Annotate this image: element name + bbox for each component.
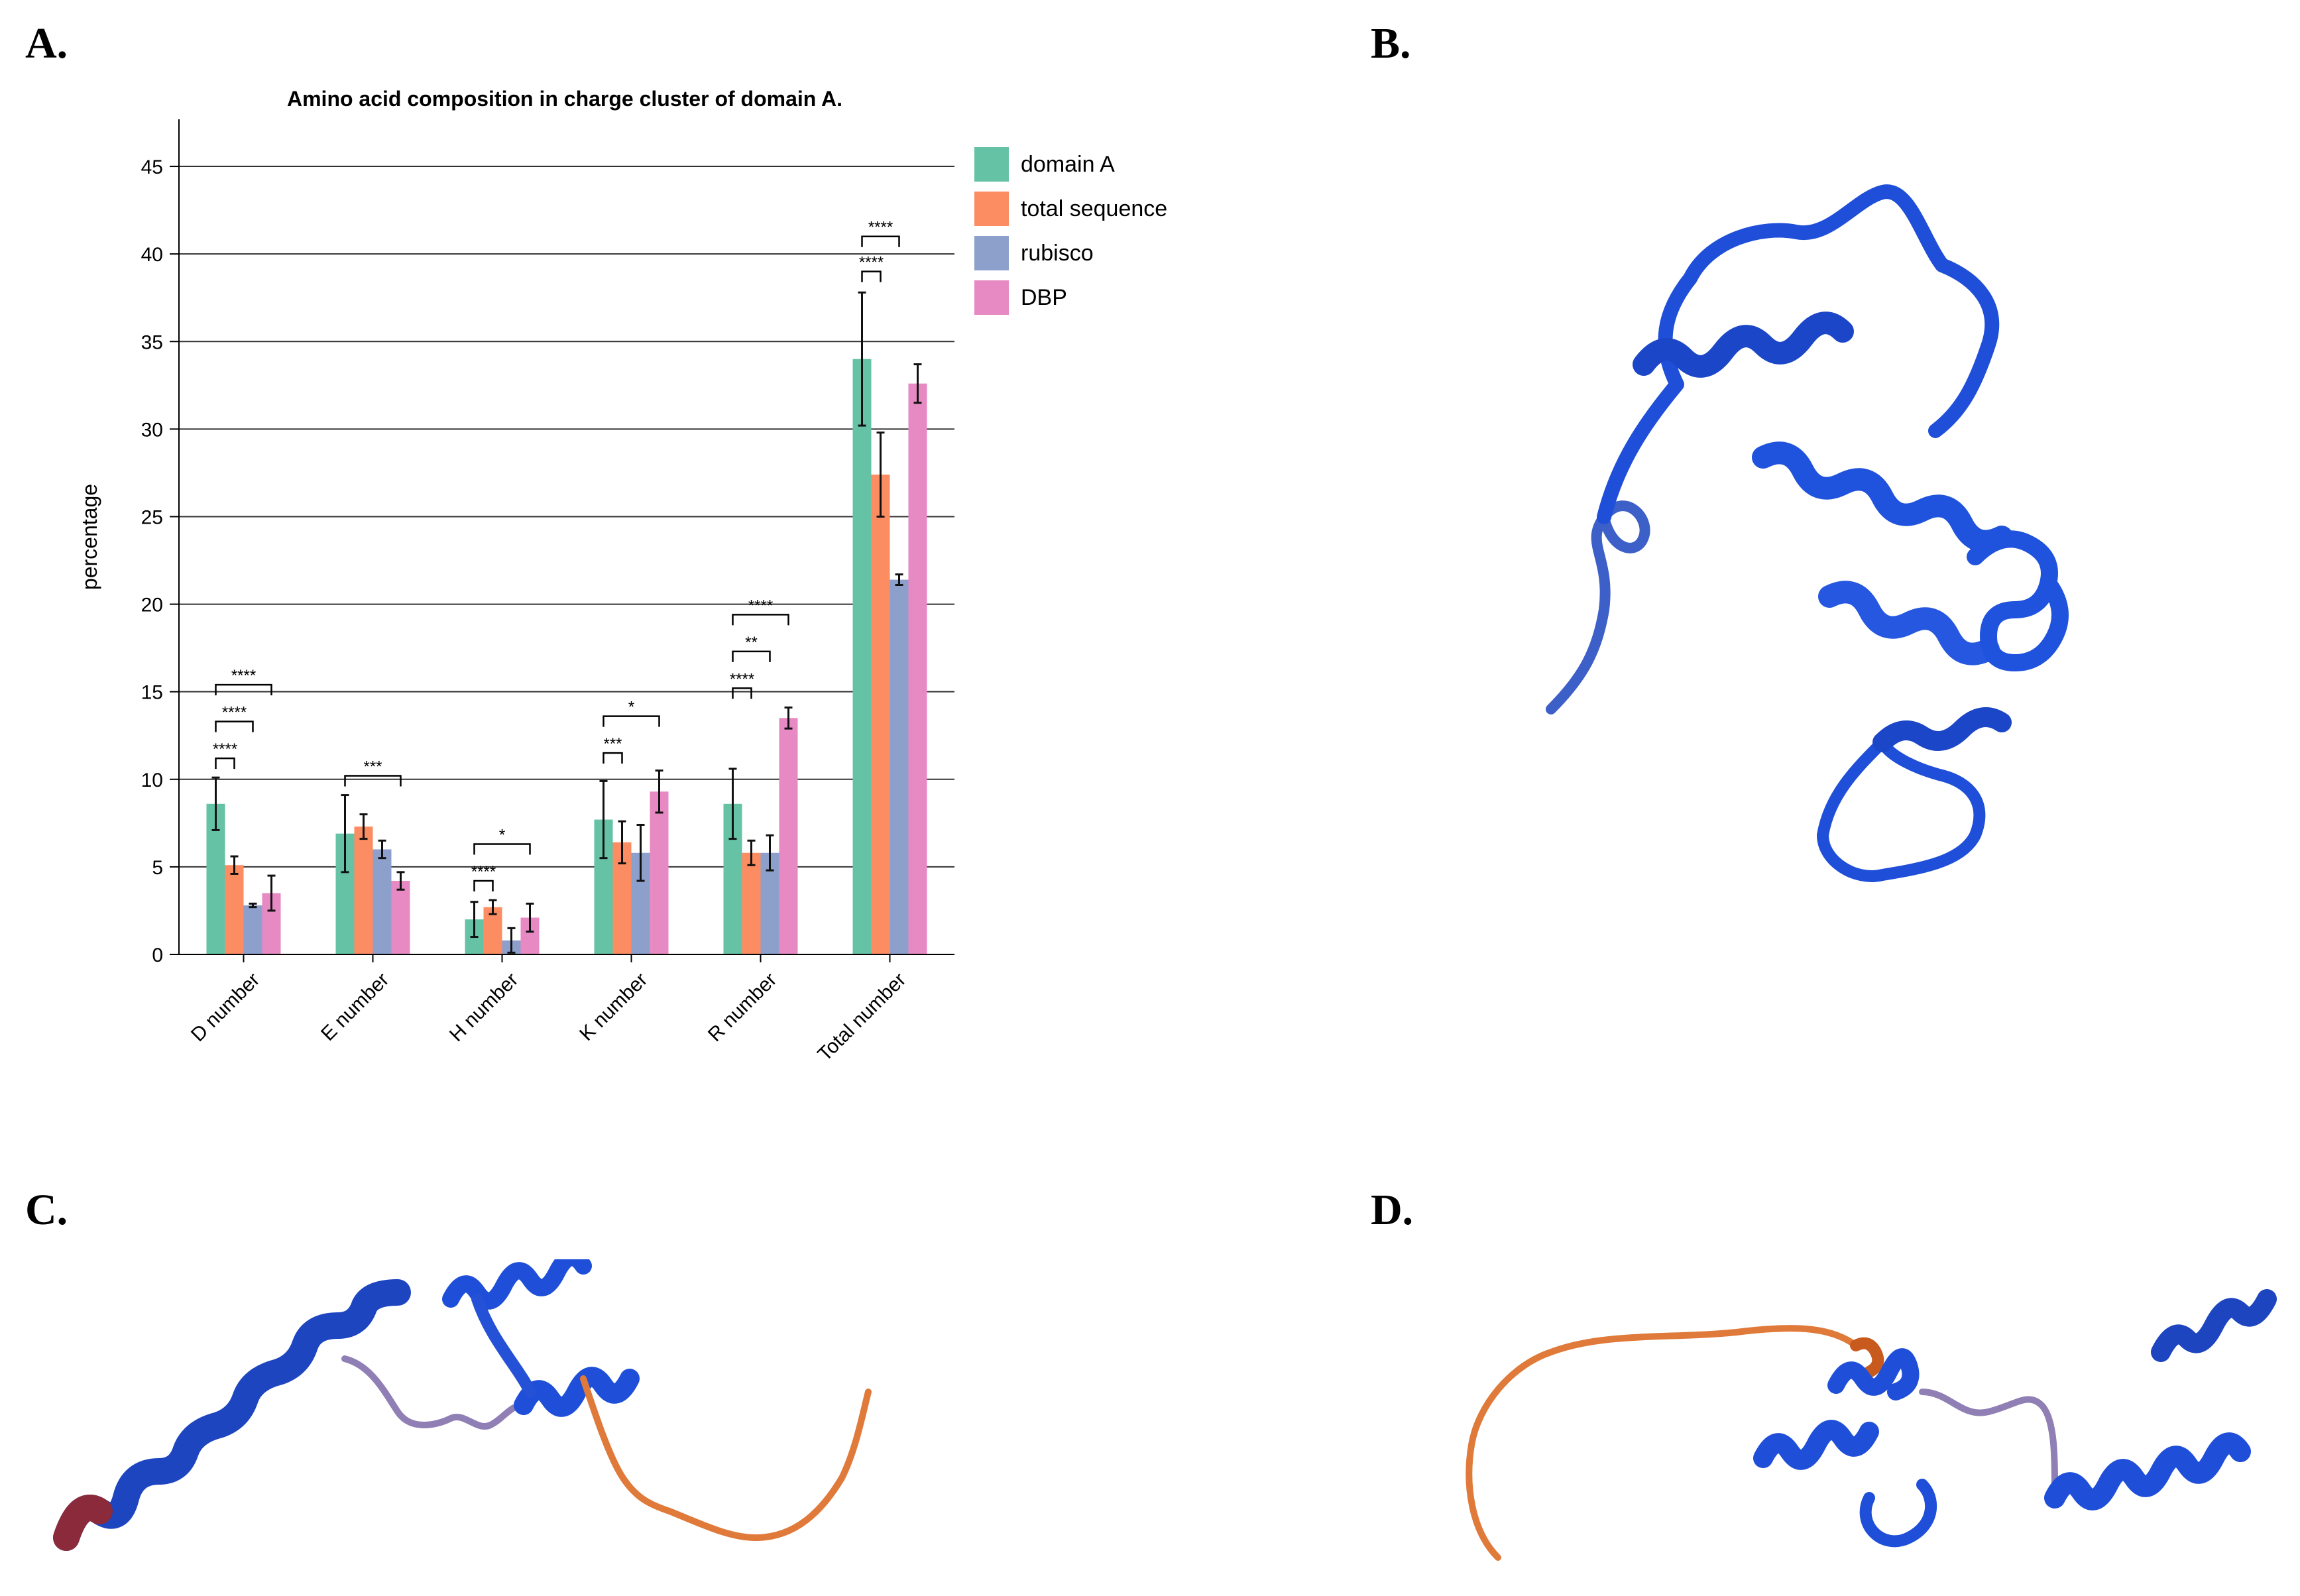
significance-label: **** [213, 740, 237, 758]
y-tick-label: 10 [141, 770, 163, 791]
significance-bracket [344, 775, 402, 787]
significance-bracket [603, 752, 623, 764]
significance-bracket [732, 650, 771, 662]
bar-chart: ****************************************… [78, 87, 1167, 1066]
bar [871, 475, 890, 954]
y-tick-label: 15 [141, 682, 163, 704]
bar [243, 905, 262, 954]
y-axis-label: percentage [78, 484, 101, 590]
bar [373, 849, 392, 954]
y-tick-label: 30 [141, 419, 163, 441]
y-tick-label: 0 [152, 944, 163, 966]
error-bars [211, 291, 922, 954]
y-tick-label: 20 [141, 595, 163, 616]
bar [908, 383, 927, 954]
legend-swatch [974, 192, 1009, 226]
bar [225, 865, 244, 954]
legend-label: domain A [1021, 152, 1115, 177]
protein-structure-b [1546, 184, 2069, 882]
protein-structure-d [1466, 1289, 2277, 1561]
bar [650, 791, 669, 954]
panel-label-d: D. [1371, 1186, 1414, 1234]
significance-label: **** [748, 597, 773, 614]
significance-bracket [473, 880, 494, 892]
significance-label: **** [222, 704, 247, 722]
y-tick-label: 25 [141, 506, 163, 528]
significance-label: **** [859, 254, 884, 272]
legend-swatch [974, 280, 1009, 315]
significance-label: **** [868, 219, 893, 237]
bars [206, 359, 927, 954]
grid-lines [179, 166, 954, 868]
bar [779, 718, 798, 954]
x-tick-label: K number [575, 969, 652, 1045]
x-tick-label: H number [445, 969, 522, 1046]
bar [742, 852, 761, 954]
significance-label: **** [730, 670, 754, 688]
significance-label: * [628, 699, 634, 716]
significance-bracket [732, 614, 789, 626]
significance-label: ** [745, 634, 758, 652]
significance-label: **** [231, 667, 256, 685]
panel-label-b: B. [1371, 19, 1411, 68]
significance-bracket [603, 715, 660, 727]
y-tick-label: 5 [152, 857, 163, 879]
significance-bracket [861, 270, 882, 282]
significance-bracket [732, 687, 752, 699]
significance-bracket [473, 843, 531, 855]
x-tick-label: R number [704, 969, 781, 1046]
legend-label: total sequence [1021, 196, 1167, 221]
significance-label: * [499, 826, 505, 844]
significance-brackets: ****************************************… [213, 219, 900, 892]
y-tick-label: 45 [141, 156, 163, 178]
significance-bracket [215, 757, 235, 770]
protein-structure-c [53, 1259, 872, 1551]
legend-label: DBP [1021, 285, 1067, 310]
bar [852, 359, 872, 954]
significance-bracket [215, 683, 272, 696]
chart-title: Amino acid composition in charge cluster… [287, 87, 842, 111]
x-tick-label: E number [317, 969, 393, 1045]
legend-label: rubisco [1021, 241, 1094, 266]
panel-label-c: C. [25, 1186, 68, 1234]
legend-swatch [974, 236, 1009, 270]
x-tick-label: Total number [813, 969, 910, 1066]
y-tick-label: 35 [141, 331, 163, 353]
significance-bracket [215, 720, 254, 732]
legend: domain A total sequence rubisco DBP [974, 147, 1167, 315]
bar [391, 881, 410, 954]
bar [890, 579, 909, 954]
panel-label-a: A. [25, 19, 68, 68]
x-tick-label: D number [187, 969, 264, 1046]
significance-label: *** [603, 735, 622, 753]
significance-bracket [861, 235, 900, 247]
bar [354, 826, 373, 954]
significance-label: **** [471, 863, 496, 881]
y-tick-label: 40 [141, 244, 163, 266]
legend-swatch [974, 147, 1009, 182]
significance-label: *** [363, 758, 382, 776]
